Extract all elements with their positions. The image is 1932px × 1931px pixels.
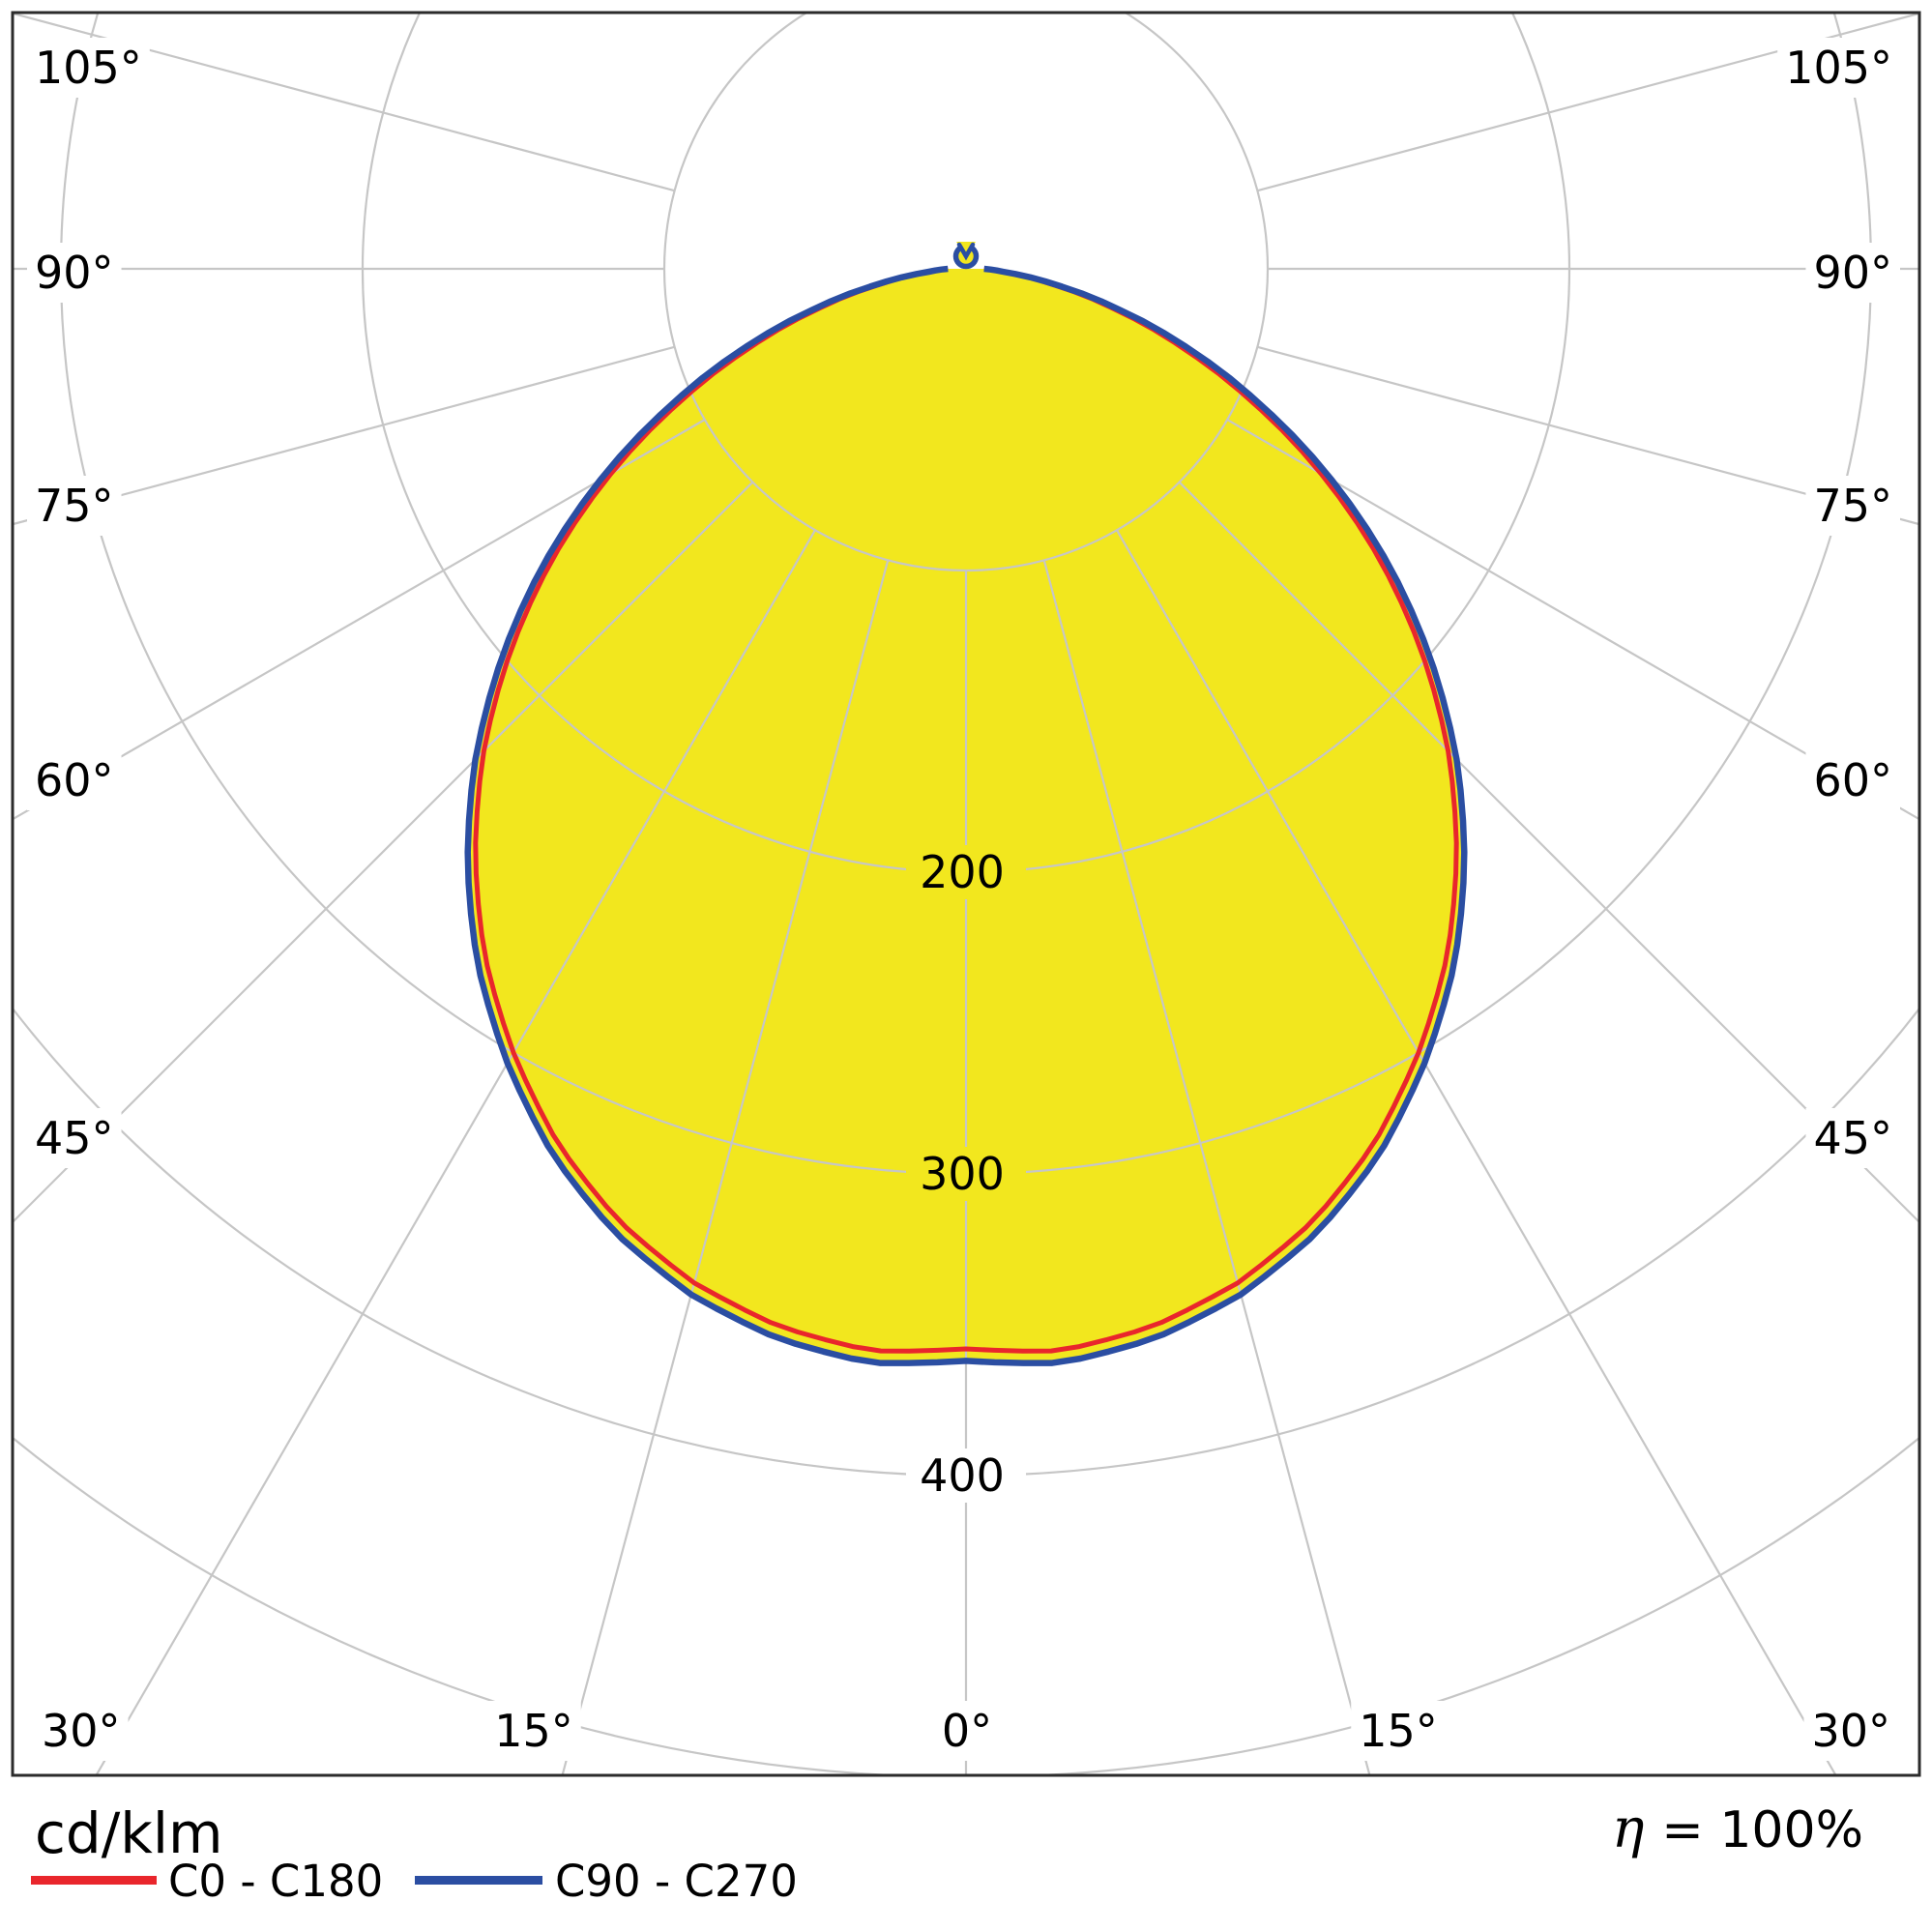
angle-tick-right-45°: 45° <box>1805 1108 1900 1168</box>
angle-tick-left-60°: 60° <box>27 750 122 810</box>
radial-tick-300: 300 <box>906 1147 1026 1201</box>
angle-ray-left-15 <box>561 560 890 1775</box>
angle-tick-label-right-105°: 105° <box>1785 42 1892 94</box>
legend: C0 - C180 C90 - C270 <box>31 1856 798 1907</box>
angle-tick-box-left-75° <box>27 476 122 536</box>
notch-vee <box>956 242 976 261</box>
angle-tick-bottom-3-15°: 15° <box>1351 1701 1446 1761</box>
radial-tick-label-400: 400 <box>920 1449 1005 1502</box>
curve-c0-c180 <box>473 266 1459 1354</box>
angle-tick-box-bottom-2-0° <box>933 1701 1001 1761</box>
units-label: cd/klm <box>35 1800 222 1866</box>
angle-tick-box-bottom-4-30° <box>1803 1701 1898 1761</box>
angle-tick-box-right-75° <box>1805 476 1900 536</box>
angle-ray-right-45 <box>1178 481 1919 1224</box>
angle-tick-label-right-45°: 45° <box>1813 1112 1892 1164</box>
angle-tick-left-105°: 105° <box>27 38 150 98</box>
angle-tick-label-left-45°: 45° <box>35 1112 114 1164</box>
radial-tick-400: 400 <box>906 1448 1026 1503</box>
angle-tick-labels: 105° 90° 75° 60° 45° 105° 90° 75° 60° 45° 30° 15° 0°… <box>27 38 1900 1761</box>
angle-tick-label-bottom-2-0°: 0° <box>942 1705 992 1757</box>
angle-tick-label-right-75°: 75° <box>1813 480 1892 532</box>
angle-ray-right-30 <box>1116 529 1837 1775</box>
angle-ray-right-60 <box>1226 419 1919 821</box>
legend-item-c90: C90 - C270 <box>415 1856 798 1907</box>
angle-ray-left-75 <box>13 345 675 526</box>
angle-ray-left-60 <box>13 419 706 821</box>
angle-tick-label-bottom-4-30°: 30° <box>1811 1705 1890 1757</box>
radial-tick-labels: 200 300 400 <box>906 845 1026 1503</box>
angle-tick-right-105°: 105° <box>1777 38 1900 98</box>
angle-ray-left-105 <box>13 13 675 192</box>
angle-tick-label-right-90°: 90° <box>1813 247 1892 299</box>
radial-tick-box-300 <box>906 1147 1026 1201</box>
angle-ray-left-45 <box>13 481 754 1224</box>
angle-tick-box-left-90° <box>27 243 122 303</box>
angle-tick-left-75°: 75° <box>27 476 122 536</box>
angle-tick-box-left-60° <box>27 750 122 810</box>
angle-tick-box-bottom-3-15° <box>1351 1701 1446 1761</box>
angle-tick-label-right-60°: 60° <box>1813 754 1892 806</box>
radial-tick-label-200: 200 <box>920 846 1005 898</box>
legend-label-c90: C90 - C270 <box>555 1856 798 1907</box>
angle-tick-label-left-75°: 75° <box>35 480 114 532</box>
angle-tick-box-left-105° <box>27 38 150 98</box>
angle-tick-bottom-4-30°: 30° <box>1803 1701 1898 1761</box>
angle-tick-bottom-1-15°: 15° <box>486 1701 581 1761</box>
angle-tick-label-bottom-0-30°: 30° <box>42 1705 121 1757</box>
plot-frame <box>11 11 1921 1777</box>
legend-line-c90-blue <box>415 1876 542 1885</box>
angle-tick-label-bottom-1-15°: 15° <box>494 1705 573 1757</box>
angle-tick-label-left-90°: 90° <box>35 247 114 299</box>
angle-ray-right-75 <box>1257 345 1919 526</box>
angle-tick-box-right-45° <box>1805 1108 1900 1168</box>
angle-tick-right-60°: 60° <box>1805 750 1900 810</box>
angle-tick-box-right-60° <box>1805 750 1900 810</box>
angle-tick-label-left-60°: 60° <box>35 754 114 806</box>
angle-tick-bottom-0-30°: 30° <box>34 1701 129 1761</box>
angle-tick-box-right-105° <box>1777 38 1900 98</box>
angle-tick-left-90°: 90° <box>27 243 122 303</box>
angle-tick-box-left-45° <box>27 1108 122 1168</box>
curve-notch-glyph <box>952 242 980 270</box>
radial-tick-200: 200 <box>906 845 1026 899</box>
angle-tick-box-right-90° <box>1805 243 1900 303</box>
angle-tick-label-left-105°: 105° <box>35 42 142 94</box>
radial-tick-box-400 <box>906 1448 1026 1503</box>
angle-tick-left-45°: 45° <box>27 1108 122 1168</box>
legend-item-c0: C0 - C180 <box>31 1856 383 1907</box>
angle-ray-right-15 <box>1042 560 1371 1775</box>
angle-tick-right-90°: 90° <box>1805 243 1900 303</box>
angle-tick-right-75°: 75° <box>1805 476 1900 536</box>
angle-tick-box-bottom-1-15° <box>486 1701 581 1761</box>
curve-c90-c270 <box>464 265 1468 1366</box>
radial-tick-label-300: 300 <box>920 1148 1005 1200</box>
legend-line-c0-red <box>31 1876 157 1885</box>
angle-ray-left-30 <box>95 529 816 1775</box>
radial-tick-box-200 <box>906 845 1026 899</box>
legend-label-c0: C0 - C180 <box>168 1856 383 1907</box>
angle-tick-label-bottom-3-15°: 15° <box>1359 1705 1438 1757</box>
efficiency-label: η = 100% <box>1612 1798 1863 1860</box>
angle-ray-right-105 <box>1257 13 1919 192</box>
angle-tick-bottom-2-0°: 0° <box>933 1701 1001 1761</box>
intensity-curves-layer <box>464 265 1468 1366</box>
angle-tick-box-bottom-0-30° <box>34 1701 129 1761</box>
